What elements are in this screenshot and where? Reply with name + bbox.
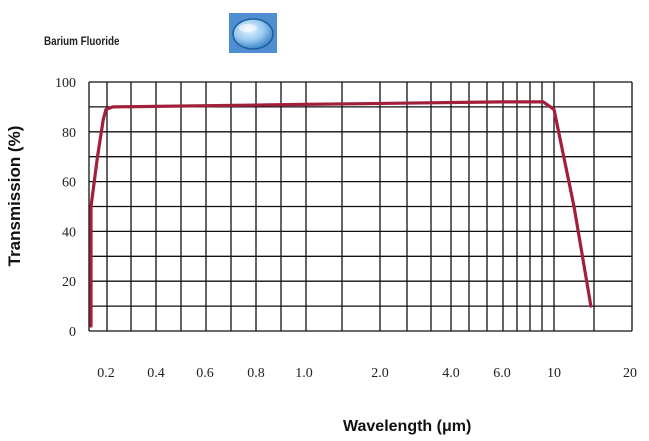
chart-title: Barium Fluoride [44, 34, 120, 48]
x-tick-label: 10 [547, 366, 561, 381]
y-tick-label: 20 [62, 275, 76, 290]
y-tick-label: 0 [69, 325, 76, 340]
chart-grid [88, 81, 633, 332]
x-axis-label: Wavelength (μm) [343, 418, 472, 435]
y-tick-label: 40 [62, 225, 76, 240]
x-tick-label: 2.0 [371, 366, 389, 381]
x-tick-label: 0.2 [97, 366, 115, 381]
x-tick-label: 4.0 [442, 366, 460, 381]
y-tick-labels: 0 20 40 60 80 100 [55, 76, 76, 340]
x-tick-labels: 0.2 0.4 0.6 0.8 1.0 2.0 4.0 6.0 10 20 [97, 366, 637, 381]
x-tick-label: 20 [623, 366, 637, 381]
x-tick-label: 0.6 [196, 366, 214, 381]
transmission-curve [89, 100, 593, 328]
series-line [89, 100, 593, 328]
x-tick-label: 0.8 [247, 366, 265, 381]
bariumfluoride-window-icon [229, 13, 277, 53]
x-tick-label: 0.4 [147, 366, 165, 381]
x-tick-label: 6.0 [493, 366, 511, 381]
x-tick-label: 1.0 [295, 366, 313, 381]
y-tick-label: 100 [55, 76, 76, 91]
y-tick-label: 80 [62, 126, 76, 141]
y-tick-label: 60 [62, 176, 76, 191]
